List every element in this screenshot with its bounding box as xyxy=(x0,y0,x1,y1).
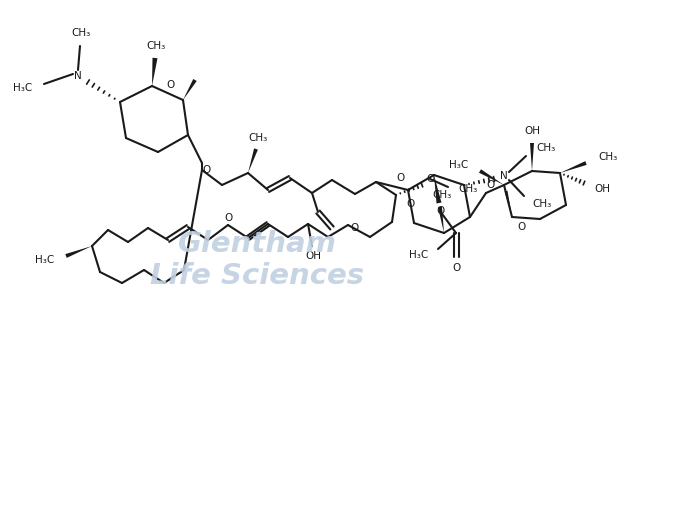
Text: Glentham
Life Sciences: Glentham Life Sciences xyxy=(150,230,365,290)
Text: O: O xyxy=(436,206,444,216)
Text: O: O xyxy=(486,180,494,190)
Text: CH₃: CH₃ xyxy=(72,28,90,38)
Polygon shape xyxy=(183,79,197,100)
Text: O: O xyxy=(224,213,232,223)
Text: CH₃: CH₃ xyxy=(532,199,551,209)
Text: O: O xyxy=(166,80,174,90)
Text: CH₃: CH₃ xyxy=(458,184,477,194)
Polygon shape xyxy=(65,246,92,258)
Text: N: N xyxy=(74,71,82,81)
Text: O: O xyxy=(350,223,358,233)
Text: CH₃: CH₃ xyxy=(598,152,617,162)
Polygon shape xyxy=(530,143,534,171)
Text: O: O xyxy=(396,173,404,183)
Text: H₃C: H₃C xyxy=(409,250,428,260)
Text: O: O xyxy=(202,165,210,175)
Text: CH₃: CH₃ xyxy=(432,190,452,200)
Polygon shape xyxy=(560,161,587,173)
Text: O: O xyxy=(406,199,414,209)
Text: OH: OH xyxy=(305,251,321,261)
Text: H₃C: H₃C xyxy=(35,255,54,265)
Text: O: O xyxy=(426,174,434,184)
Text: N: N xyxy=(500,171,508,181)
Text: OH: OH xyxy=(594,184,610,194)
Text: H₃C: H₃C xyxy=(13,83,32,93)
Polygon shape xyxy=(505,191,512,217)
Polygon shape xyxy=(152,58,157,86)
Text: H₃C: H₃C xyxy=(449,160,468,170)
Polygon shape xyxy=(434,175,441,203)
Text: CH₃: CH₃ xyxy=(536,143,555,153)
Text: O: O xyxy=(518,222,526,232)
Polygon shape xyxy=(438,206,444,233)
Polygon shape xyxy=(479,170,504,185)
Text: CH₃: CH₃ xyxy=(146,41,166,51)
Text: OH: OH xyxy=(524,126,540,136)
Polygon shape xyxy=(248,148,258,173)
Text: O: O xyxy=(452,263,460,273)
Text: CH₃: CH₃ xyxy=(248,133,268,143)
